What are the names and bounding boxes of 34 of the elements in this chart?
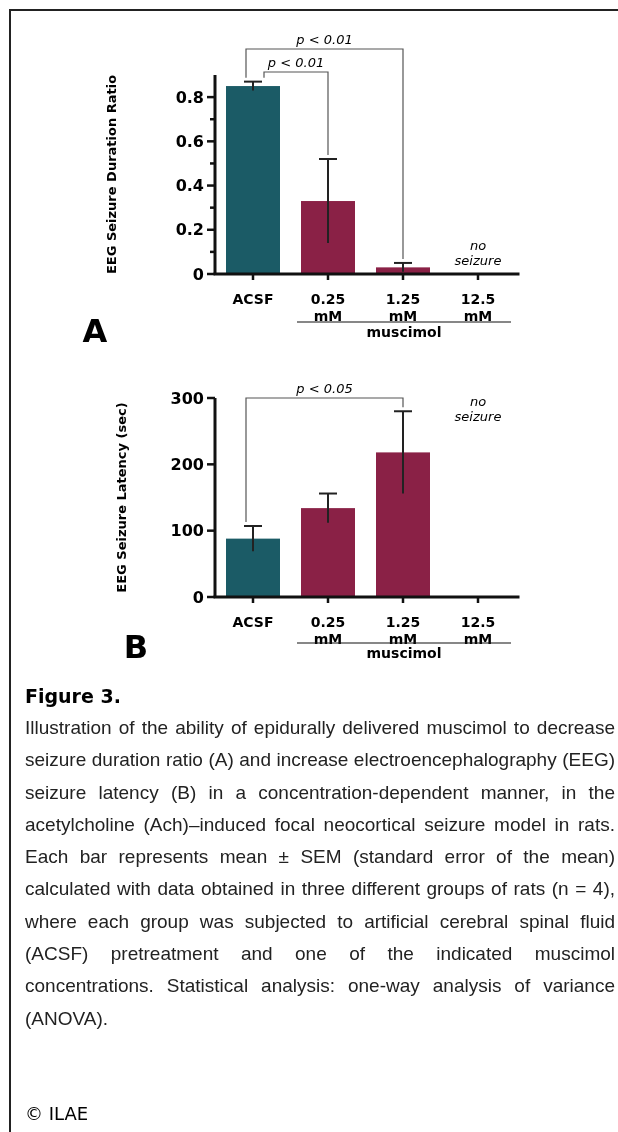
x-tick-label: 1.25 mM [385, 291, 421, 324]
y-axis-title: EEG Seizure Duration Ratio [104, 74, 119, 275]
x-tick-label: ACSF [232, 291, 274, 307]
y-tick-label: 0 [192, 587, 204, 607]
x-tick-label: 0.25 mM [310, 614, 346, 647]
text: Illustration of the ability of epidurally delivered muscimol to decrease seizure duration ratio (A) and increase electroencephalography (EEG) seizure latency (B) in a concentration-dependent manner, in the acetylcholine (Ach)–induced focal neocortical seizure model in rats. Each bar represents mean ± SEM (standard error of the mean) calculated with data obtained in three different groups of rats (n = 4), where each group was subjected to artificial cerebral spinal fluid (ACSF) pretreatment and one of the indicated muscimol concentrations. Statistical analysis: one-way analysis of variance (ANOVA). [25, 717, 615, 1029]
x-tick-label: ACSF [232, 614, 274, 630]
text: p < 0.01 [295, 32, 353, 47]
significance-bracket: p < 0.05 [245, 381, 404, 522]
text: muscimol [366, 324, 442, 340]
y-axis-title: EEG Seizure Latency (sec) [114, 402, 129, 593]
y-tick-label: 300 [170, 388, 204, 408]
bar [226, 538, 280, 597]
text: © ILAE [25, 1103, 89, 1124]
x-tick-label: 1.25 mM [385, 614, 421, 647]
y-tick-label: 100 [170, 521, 204, 541]
significance-bracket: p < 0.01 [263, 55, 329, 155]
x-tick-label: 12.5 mM [460, 291, 496, 324]
x-tick-label: 0.25 mM [310, 291, 346, 324]
text: B [123, 628, 149, 666]
x-tick-label: 12.5 mM [460, 614, 496, 647]
y-tick-label: 0.2 [175, 220, 204, 240]
y-tick-label: 0.8 [175, 87, 204, 107]
y-tick-label: 0.6 [175, 131, 204, 151]
text: muscimol [366, 645, 442, 661]
annotation: no seizure [454, 394, 502, 424]
y-tick-label: 0.4 [175, 176, 204, 196]
y-tick-label: 200 [170, 454, 204, 474]
text: p < 0.05 [295, 381, 353, 396]
y-tick-label: 0 [192, 264, 204, 284]
caption: Figure 3. [25, 685, 121, 707]
annotation: no seizure [454, 238, 502, 268]
bar [301, 201, 355, 274]
text: A [82, 312, 108, 350]
